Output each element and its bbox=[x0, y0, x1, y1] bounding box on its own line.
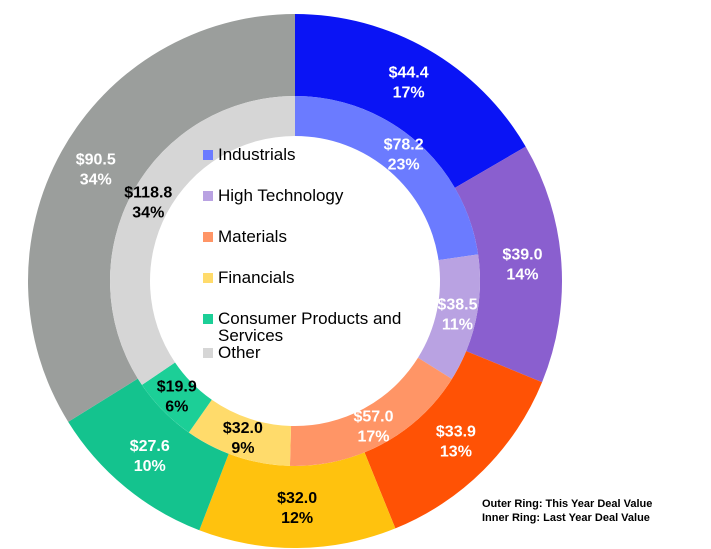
legend-item: Materials bbox=[201, 228, 431, 245]
legend-label: Materials bbox=[218, 227, 287, 246]
legend-item: High Technology bbox=[201, 187, 431, 204]
value-label: $27.6 bbox=[130, 438, 170, 455]
value-label: $32.0 bbox=[277, 490, 317, 507]
slice bbox=[454, 146, 562, 383]
percent-label: 14% bbox=[506, 266, 538, 283]
value-label: $57.0 bbox=[353, 408, 393, 425]
value-label: $39.0 bbox=[502, 246, 542, 263]
legend-swatch bbox=[203, 314, 213, 324]
note: Outer Ring: This Year Deal Value bbox=[482, 498, 653, 510]
slice bbox=[110, 96, 295, 385]
slice bbox=[417, 254, 480, 379]
value-label: $118.8 bbox=[124, 185, 172, 202]
percent-label: 9% bbox=[231, 440, 254, 457]
percent-label: 10% bbox=[134, 458, 166, 475]
legend-swatch bbox=[203, 273, 213, 283]
slice bbox=[188, 399, 292, 466]
slice bbox=[289, 357, 452, 466]
slice bbox=[199, 452, 396, 548]
note: Inner Ring: Last Year Deal Value bbox=[482, 512, 650, 524]
percent-label: 34% bbox=[132, 205, 164, 222]
value-label: $90.5 bbox=[76, 151, 116, 168]
slice bbox=[141, 362, 212, 433]
slice bbox=[68, 378, 229, 531]
legend-swatch bbox=[203, 348, 213, 358]
percent-label: 23% bbox=[388, 157, 420, 174]
legend-item: Financials bbox=[201, 269, 431, 286]
legend-label: Other bbox=[218, 343, 261, 362]
slice bbox=[295, 14, 526, 188]
slice bbox=[295, 96, 479, 261]
slice bbox=[27, 14, 295, 422]
value-label: $19.9 bbox=[157, 379, 197, 396]
legend-swatch bbox=[203, 232, 213, 242]
percent-label: 17% bbox=[357, 428, 389, 445]
value-label: $33.9 bbox=[436, 424, 476, 441]
legend-swatch bbox=[203, 191, 213, 201]
percent-label: 11% bbox=[442, 316, 473, 333]
percent-label: 17% bbox=[393, 85, 425, 102]
legend-label: High Technology bbox=[218, 186, 344, 205]
legend-label: Financials bbox=[218, 268, 295, 287]
percent-label: 6% bbox=[165, 399, 188, 416]
legend-item: Other bbox=[201, 344, 431, 361]
value-label: $44.4 bbox=[389, 65, 429, 82]
percent-label: 13% bbox=[440, 444, 472, 461]
legend-item: Industrials bbox=[201, 146, 431, 163]
legend: Industrials High Technology Materials Finan… bbox=[201, 146, 431, 385]
value-label: $38.5 bbox=[437, 296, 477, 313]
legend-label: Industrials bbox=[218, 145, 296, 164]
percent-label: 12% bbox=[281, 510, 313, 527]
legend-item: Consumer Products and Services bbox=[201, 310, 431, 344]
notes: Outer Ring: This Year Deal Value Inner R… bbox=[482, 497, 652, 525]
slice bbox=[364, 351, 543, 529]
percent-label: 34% bbox=[80, 171, 112, 188]
value-label: $78.2 bbox=[384, 137, 424, 154]
value-label: $32.0 bbox=[223, 420, 263, 437]
legend-swatch bbox=[203, 150, 213, 160]
legend-label: Consumer Products and Services bbox=[218, 309, 402, 345]
